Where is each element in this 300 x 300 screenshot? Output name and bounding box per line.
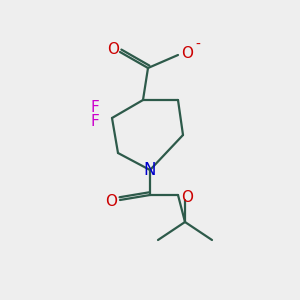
Text: F: F [91,115,99,130]
Text: O: O [181,190,193,205]
Text: N: N [144,161,156,179]
Text: O: O [105,194,117,209]
Text: O: O [107,43,119,58]
Text: F: F [91,100,99,115]
Text: O: O [181,46,193,61]
Text: -: - [196,38,200,52]
